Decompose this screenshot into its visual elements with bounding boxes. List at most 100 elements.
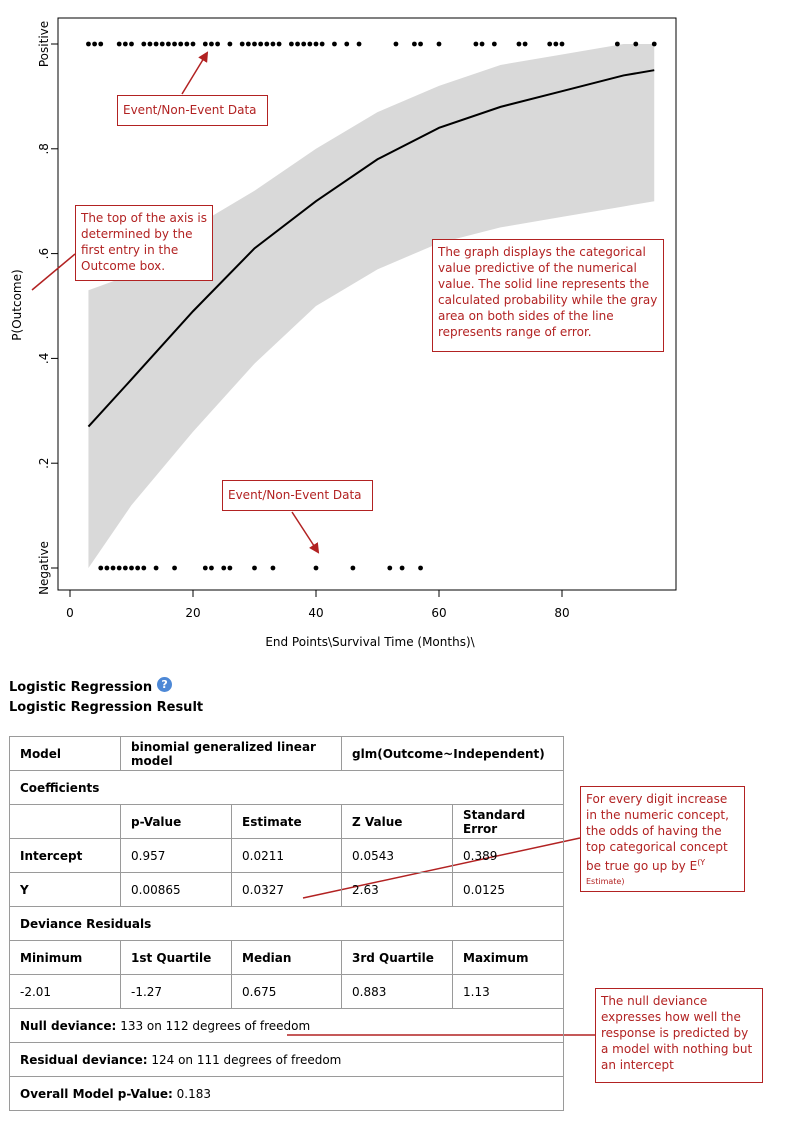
positive-point <box>245 41 251 47</box>
graph-description-callout: The graph displays the categorical value… <box>432 239 664 352</box>
help-icon[interactable]: ? <box>157 677 173 692</box>
residual-deviance-row: Residual deviance: 124 on 111 degrees of… <box>9 1042 564 1077</box>
negative-point <box>399 565 405 571</box>
positive-point <box>301 41 307 47</box>
positive-point <box>491 41 497 47</box>
negative-point <box>221 565 227 571</box>
positive-points <box>86 41 657 47</box>
negative-point <box>209 565 214 571</box>
positive-point <box>122 41 128 47</box>
y-label: Y <box>9 872 121 907</box>
positive-point <box>264 41 270 47</box>
positive-point <box>522 41 528 47</box>
dev-value: -1.27 <box>120 974 232 1009</box>
x-axis-label: End Points\Survival Time (Months)\ <box>265 635 475 649</box>
negative-point <box>172 565 177 571</box>
y-tick-label: Negative <box>37 541 51 595</box>
coef-header: Standard Error <box>452 804 564 839</box>
positive-point <box>147 41 153 47</box>
negative-point <box>122 565 128 571</box>
positive-point <box>332 41 337 47</box>
model-formula: glm(Outcome~Independent) <box>341 736 564 771</box>
dev-value: 0.675 <box>231 974 342 1009</box>
dev-value: 0.883 <box>341 974 453 1009</box>
positive-point <box>295 41 300 47</box>
empty-cell <box>9 804 121 839</box>
positive-point <box>184 41 190 47</box>
negative-point <box>116 565 122 571</box>
table-row: Minimum 1st Quartile Median 3rd Quartile… <box>9 940 564 975</box>
section-title: Logistic Regression? <box>9 677 173 695</box>
positive-point <box>227 41 233 47</box>
positive-point <box>129 41 134 47</box>
table-row: Deviance Residuals <box>9 906 564 941</box>
dev-header: 1st Quartile <box>120 940 232 975</box>
positive-point <box>202 41 208 47</box>
confidence-band <box>88 44 655 568</box>
positive-point <box>239 41 245 47</box>
intercept-label: Intercept <box>9 838 121 873</box>
intercept-p-value: 0.957 <box>120 838 232 873</box>
null-deviance-label: Null deviance: <box>20 1018 117 1033</box>
y-tick-label: .6 <box>37 248 51 259</box>
coef-header: Z Value <box>341 804 453 839</box>
axis-top-callout: The top of the axis is determined by the… <box>75 205 213 281</box>
positive-point <box>436 41 442 47</box>
negative-point <box>270 565 276 571</box>
positive-point <box>307 41 313 47</box>
positive-point <box>172 41 177 47</box>
dev-header: Median <box>231 940 342 975</box>
positive-point <box>86 41 91 47</box>
positive-point <box>393 41 399 47</box>
table-row: -2.01 -1.27 0.675 0.883 1.13 <box>9 974 564 1009</box>
y-axis-label: P(Outcome) <box>10 269 24 340</box>
table-row: Overall Model p-Value: 0.183 <box>9 1076 564 1111</box>
positive-point <box>344 41 350 47</box>
odds-callout: For every digit increase in the numeric … <box>580 786 745 892</box>
table-row: Coefficients <box>9 770 564 805</box>
positive-point <box>633 41 639 47</box>
dev-value: -2.01 <box>9 974 121 1009</box>
intercept-z-value: 0.0543 <box>341 838 453 873</box>
positive-point <box>159 41 165 47</box>
event-data-callout-bottom: Event/Non-Event Data <box>222 480 373 511</box>
positive-point <box>651 41 657 47</box>
negative-point <box>98 565 104 571</box>
overall-p-value-row: Overall Model p-Value: 0.183 <box>9 1076 564 1111</box>
table-row: p-Value Estimate Z Value Standard Error <box>9 804 564 839</box>
table-row: Null deviance: 133 on 112 degrees of fre… <box>9 1008 564 1043</box>
negative-point <box>252 565 257 571</box>
coef-header: Estimate <box>231 804 342 839</box>
negative-point <box>110 565 116 571</box>
x-tick-label: 20 <box>185 606 200 620</box>
positive-point <box>190 41 196 47</box>
positive-point <box>258 41 264 47</box>
deviance-label: Deviance Residuals <box>9 906 564 941</box>
positive-point <box>153 41 159 47</box>
x-tick-label: 80 <box>554 606 569 620</box>
dev-header: Maximum <box>452 940 564 975</box>
negative-points <box>98 565 423 571</box>
x-tick-label: 60 <box>431 606 446 620</box>
result-table: Model binomial generalized linear model … <box>9 736 564 1111</box>
coefficients-label: Coefficients <box>9 770 564 805</box>
dev-header: 3rd Quartile <box>341 940 453 975</box>
negative-point <box>202 565 208 571</box>
section-title-text: Logistic Regression <box>9 680 153 695</box>
positive-point <box>98 41 104 47</box>
negative-point <box>227 565 233 571</box>
table-row: Model binomial generalized linear model … <box>9 736 564 771</box>
positive-point <box>116 41 122 47</box>
negative-point <box>350 565 356 571</box>
positive-point <box>473 41 479 47</box>
y-z-value: 2.63 <box>341 872 453 907</box>
y-tick-label: Positive <box>37 21 51 67</box>
x-tick-label: 40 <box>308 606 323 620</box>
y-axis: Negative .2 .4 .6 .8 Positive <box>37 21 59 595</box>
table-row: Residual deviance: 124 on 111 degrees of… <box>9 1042 564 1077</box>
positive-point <box>319 41 325 47</box>
positive-point <box>559 41 565 47</box>
logistic-regression-chart: 0 20 40 60 80 Negative .2 .4 .6 .8 Positive End P… <box>10 17 677 649</box>
positive-point <box>412 41 417 47</box>
positive-point <box>252 41 257 47</box>
